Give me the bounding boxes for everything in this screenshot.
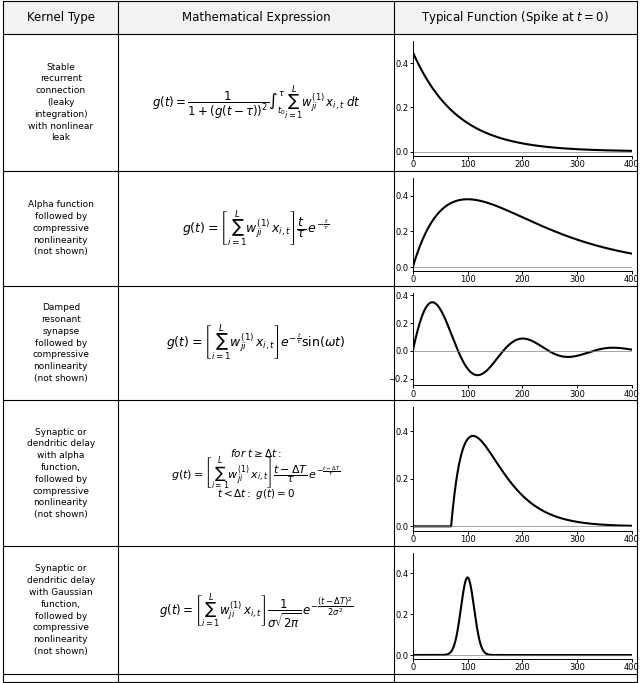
Text: Kernel Type: Kernel Type [27,11,95,25]
Text: Typical Function (Spike at $t = 0$): Typical Function (Spike at $t = 0$) [421,10,609,26]
Bar [3,1,637,34]
Text: $g(t) = \dfrac{1}{1+(g(t-\tau))^2}\int_{t_0}^{\tau}\sum_{i=1}^{L} w_{ji}^{(1)}\,: $g(t) = \dfrac{1}{1+(g(t-\tau))^2}\int_{… [152,83,360,122]
Text: Stable
recurrent
connection
(leaky
integration)
with nonlinear
leak: Stable recurrent connection (leaky integ… [28,63,93,143]
Text: $g(t) = \left[\sum_{i=1}^{L} w_{ji}^{(1)}\, x_{i,t}\right]\dfrac{t-\Delta T}{\ta: $g(t) = \left[\sum_{i=1}^{L} w_{ji}^{(1)… [171,455,341,492]
Text: $t < \Delta t{:}\ g(t) = 0$: $t < \Delta t{:}\ g(t) = 0$ [217,487,295,501]
Text: Mathematical Expression: Mathematical Expression [182,11,330,25]
Text: Alpha function
followed by
compressive
nonlinearity
(not shown): Alpha function followed by compressive n… [28,200,93,256]
Text: $\mathit{for}\ t \geq \Delta t{:}$: $\mathit{for}\ t \geq \Delta t{:}$ [230,447,282,459]
Text: Synaptic or
dendritic delay
with Gaussian
function,
followed by
compressive
nonl: Synaptic or dendritic delay with Gaussia… [27,564,95,656]
Text: $g(t) = \left[\sum_{i=1}^{L} w_{ji}^{(1)}\, x_{i,t}\right]\dfrac{t}{\tau}\,e^{-\: $g(t) = \left[\sum_{i=1}^{L} w_{ji}^{(1)… [182,208,330,249]
Text: $g(t) = \left[\sum_{i=1}^{L} w_{ji}^{(1)}\, x_{i,t}\right]\dfrac{1}{\sigma\sqrt{: $g(t) = \left[\sum_{i=1}^{L} w_{ji}^{(1)… [159,591,353,630]
Text: Damped
resonant
synapse
followed by
compressive
nonlinearity
(not shown): Damped resonant synapse followed by comp… [32,303,90,383]
Text: $g(t) = \left[\sum_{i=1}^{L} w_{ji}^{(1)}\, x_{i,t}\right]e^{-\frac{t}{\tau}}\si: $g(t) = \left[\sum_{i=1}^{L} w_{ji}^{(1)… [166,323,346,363]
Text: Synaptic or
dendritic delay
with alpha
function,
followed by
compressive
nonline: Synaptic or dendritic delay with alpha f… [27,428,95,519]
